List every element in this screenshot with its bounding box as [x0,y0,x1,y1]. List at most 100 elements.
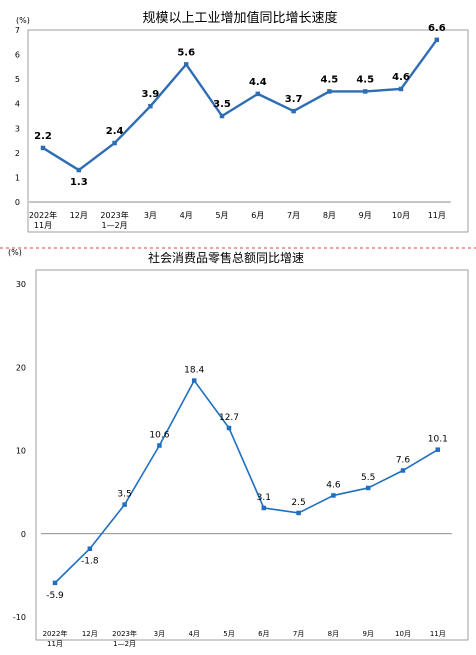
chart-2-ytick-label: -10 [13,613,26,622]
chart-2-data-label: 10.1 [428,435,448,445]
chart-1-xtick-label: 2022年 [29,210,57,220]
chart-1-data-label: 3.9 [142,89,160,100]
chart-1-point [291,108,296,114]
chart-2-data-label: -1.8 [81,557,99,567]
chart-1-xtick-label: 11月 [428,211,446,220]
chart-1-point [148,103,153,109]
chart-1-point [362,89,368,94]
chart-1-xtick-label: 9月 [359,211,372,220]
chart-2-point [331,493,336,498]
chart-2-series-line [54,379,439,584]
chart-1-xtick-label: 3月 [144,211,157,220]
chart-1-ytick-label: 4 [15,100,20,109]
chart-1-point [183,62,189,67]
chart-2-point [226,425,232,431]
chart-1-title: 规模以上工业增加值同比增长速度 [142,10,337,26]
chart-1-point [76,167,82,173]
chart-2-plot-frame [35,269,469,641]
chart-2-point [365,485,371,491]
chart-2-data-label: 10.6 [149,431,169,441]
chart-2-xtick-label: 8月 [328,630,339,638]
chart-2-data-label: 3.5 [117,490,131,500]
chart-1-point [327,89,332,94]
chart-1-ytick-label: 2 [15,149,20,158]
chart-2-xtick-label: 1—2月 [113,640,136,648]
chart-2-data-label: 5.5 [361,473,375,483]
chart-2-point [157,443,162,448]
chart-1-data-label: 4.5 [356,74,374,85]
chart-1-ytick-label: 3 [15,124,20,133]
chart-2-point [87,546,93,551]
chart-2-unit: (%) [8,248,22,257]
chart-2-ytick-label: 20 [16,363,26,372]
chart-2-xtick-label: 11月 [47,640,63,648]
chart-1-ytick-label: 7 [15,26,20,35]
chart-2-xtick-label: 12月 [82,630,98,638]
chart-1-point [112,140,117,146]
chart-1-xtick-label: 4月 [180,211,193,220]
chart-1-plot-frame [27,29,469,233]
chart-1-xtick-label: 12月 [70,211,88,220]
chart-2-title: 社会消费品零售总额同比增速 [148,250,304,265]
chart-2-point [435,447,441,452]
chart-1-data-label: 4.5 [321,74,339,85]
chart-1-ytick-label: 5 [15,75,20,84]
chart-2-point [296,510,301,516]
chart-1-ytick-label: 0 [15,198,20,207]
chart-2-data-label: 2.5 [291,498,305,508]
chart-1-xtick-label: 8月 [323,211,336,220]
chart-1-point [398,86,404,92]
chart-1-xtick-label: 6月 [251,211,264,220]
chart-1-xtick-label: 10月 [392,211,410,220]
chart-2-point [261,505,267,511]
chart-1-data-label: 6.6 [428,23,446,34]
chart-2-point [52,580,58,586]
chart-1-data-label: 3.7 [285,94,303,105]
chart-2-ytick-label: 10 [16,447,26,456]
chart-1-data-label: 2.4 [106,126,124,137]
chart-2-xtick-label: 9月 [362,630,373,638]
chart-2-data-label: -5.9 [46,591,64,601]
chart-2-data-label: 3.1 [257,493,271,503]
chart-2-point [400,468,406,473]
chart-1-point [40,145,46,151]
chart-1-data-label: 5.6 [177,47,195,58]
chart-1-data-label: 3.5 [213,99,231,110]
chart-2-xtick-label: 7月 [293,630,304,638]
chart-1-data-label: 4.4 [249,77,267,88]
chart-2-xtick-label: 2022年 [43,629,68,638]
chart-2-data-label: 7.6 [396,455,411,465]
chart-1-data-label: 2.2 [34,131,52,142]
chart-1-data-label: 1.3 [70,177,88,188]
chart-1-data-label: 4.6 [392,72,410,83]
chart-2-point [191,378,197,383]
chart-2-data-label: 12.7 [219,413,239,423]
chart-1-xtick-label: 2023年 [100,210,128,220]
chart-2-data-label: 4.6 [326,480,341,490]
chart-1-xtick-label: 7月 [287,211,300,220]
chart-1-xtick-label: 1—2月 [102,221,128,230]
chart-2-point [122,502,127,507]
chart-2-data-label: 18.4 [184,366,204,376]
chart-1-ytick-label: 1 [15,173,20,182]
chart-2-ytick-label: 30 [16,280,26,289]
chart-2-ytick-label: 0 [21,530,26,539]
chart-1-xtick-label: 11月 [34,221,52,230]
chart-1-xtick-label: 5月 [215,211,228,220]
chart-1-series-line [42,39,438,172]
chart-2-xtick-label: 10月 [395,630,411,638]
chart-2-xtick-label: 5月 [223,630,234,638]
chart-1-point [219,113,225,119]
chart-1-unit: (%) [16,16,30,25]
chart-1-point [255,91,261,97]
chart-2-xtick-label: 3月 [154,630,165,638]
chart-1-point [434,37,440,43]
chart-1-ytick-label: 6 [15,51,20,60]
chart-2-xtick-label: 2023年 [112,629,137,638]
chart-2-xtick-label: 11月 [430,630,446,638]
chart-2-xtick-label: 4月 [188,630,199,638]
chart-2-xtick-label: 6月 [258,630,269,638]
